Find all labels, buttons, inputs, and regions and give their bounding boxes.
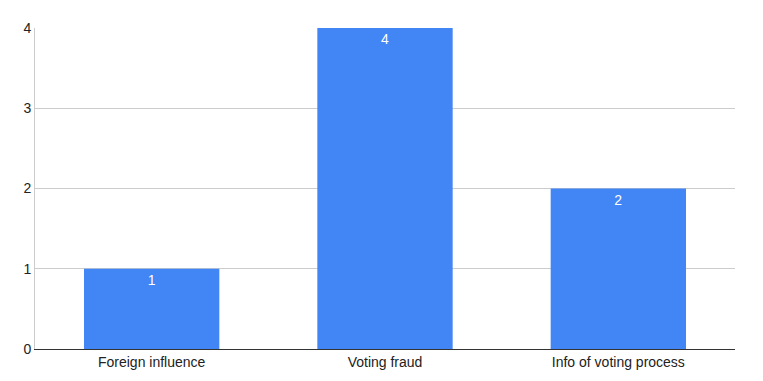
svg-text:0: 0: [23, 341, 31, 357]
svg-text:1: 1: [148, 272, 156, 288]
svg-text:Info of voting process: Info of voting process: [552, 354, 685, 370]
svg-text:4: 4: [23, 20, 31, 36]
svg-text:Voting fraud: Voting fraud: [348, 354, 423, 370]
svg-text:Foreign influence: Foreign influence: [98, 354, 206, 370]
svg-text:4: 4: [381, 31, 389, 47]
svg-text:2: 2: [614, 192, 622, 208]
svg-text:1: 1: [23, 261, 31, 277]
svg-text:3: 3: [23, 100, 31, 116]
svg-text:2: 2: [23, 180, 31, 196]
